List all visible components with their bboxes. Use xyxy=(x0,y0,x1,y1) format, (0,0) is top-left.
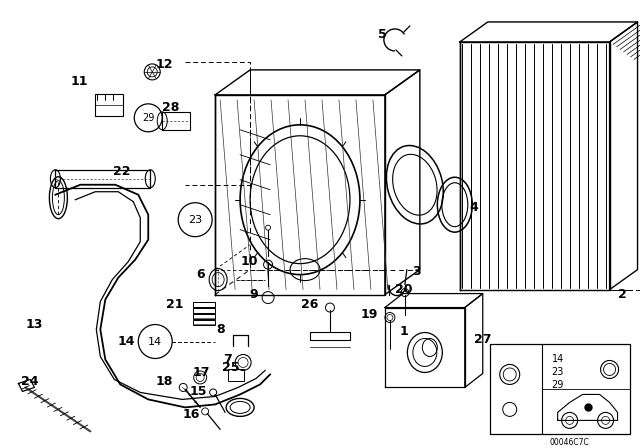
Text: 22: 22 xyxy=(113,165,131,178)
Text: 26: 26 xyxy=(301,298,318,311)
Bar xyxy=(162,112,190,130)
Text: 12: 12 xyxy=(156,58,173,71)
Text: 8: 8 xyxy=(216,323,225,336)
Bar xyxy=(193,314,215,319)
Text: 18: 18 xyxy=(156,375,173,388)
Text: 10: 10 xyxy=(241,255,258,268)
Text: 16: 16 xyxy=(183,408,200,421)
Bar xyxy=(95,94,124,116)
Text: 19: 19 xyxy=(360,308,378,321)
Text: 15: 15 xyxy=(189,385,207,398)
Text: 13: 13 xyxy=(26,318,43,331)
Text: 3: 3 xyxy=(412,265,420,278)
Text: 14: 14 xyxy=(148,336,163,346)
Text: 20: 20 xyxy=(395,283,412,296)
Text: 1: 1 xyxy=(400,325,408,338)
Text: 6: 6 xyxy=(196,268,205,281)
Text: 9: 9 xyxy=(250,288,258,301)
Text: 23: 23 xyxy=(188,215,202,225)
Text: 27: 27 xyxy=(474,333,492,346)
Text: 17: 17 xyxy=(192,366,210,379)
Bar xyxy=(228,370,244,381)
Text: 11: 11 xyxy=(71,75,88,88)
Text: 29: 29 xyxy=(552,380,564,391)
Text: 25: 25 xyxy=(222,361,239,374)
Bar xyxy=(193,319,215,324)
Text: 24: 24 xyxy=(21,375,38,388)
Text: 5: 5 xyxy=(378,29,387,42)
Text: 00046C7C: 00046C7C xyxy=(550,438,589,447)
Bar xyxy=(310,332,350,340)
Text: 21: 21 xyxy=(166,298,183,311)
Text: 28: 28 xyxy=(162,101,180,114)
Bar xyxy=(193,308,215,313)
Bar xyxy=(193,302,215,306)
Bar xyxy=(490,345,630,435)
Text: 23: 23 xyxy=(552,367,564,378)
Text: 14: 14 xyxy=(552,354,564,365)
Text: 14: 14 xyxy=(118,335,135,348)
Text: 4: 4 xyxy=(470,201,479,214)
Text: 29: 29 xyxy=(142,113,154,123)
Text: 2: 2 xyxy=(618,288,627,301)
Text: 7: 7 xyxy=(223,353,232,366)
